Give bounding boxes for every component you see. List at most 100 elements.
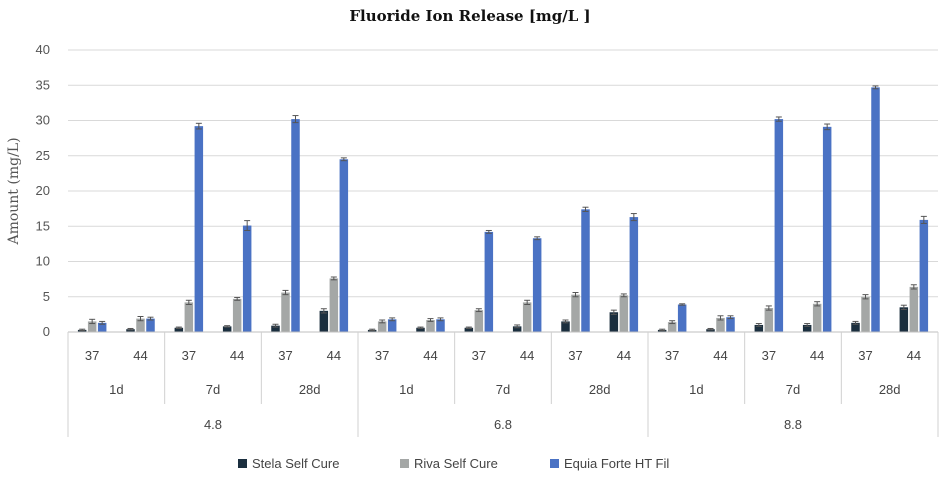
bar [726, 317, 735, 332]
gridlines [68, 49, 938, 333]
bar [194, 126, 204, 332]
temperature-label: 44 [907, 348, 921, 363]
bar [464, 327, 474, 332]
temperature-label: 44 [713, 348, 727, 363]
y-tick-label: 15 [36, 218, 50, 233]
bar [619, 295, 629, 332]
y-tick-label: 30 [36, 113, 50, 128]
ph-label: 4.8 [204, 417, 222, 432]
temperature-label: 37 [568, 348, 582, 363]
temperature-label: 44 [423, 348, 437, 363]
bar [377, 321, 387, 332]
legend-swatch [400, 459, 409, 468]
bar [271, 325, 280, 332]
bar [871, 87, 880, 333]
bar [146, 318, 155, 332]
legend-swatch [550, 459, 559, 468]
bar [512, 326, 522, 332]
temperature-label: 37 [85, 348, 99, 363]
y-tick-label: 35 [36, 77, 50, 92]
temperature-label: 44 [810, 348, 824, 363]
temperature-label: 44 [327, 348, 341, 363]
bar [136, 318, 145, 332]
bar [319, 310, 329, 332]
bar [281, 292, 290, 332]
bar [899, 307, 909, 332]
temperature-label: 44 [617, 348, 631, 363]
temperature-label: 37 [665, 348, 679, 363]
y-tick-label: 0 [43, 324, 50, 339]
time-label: 1d [689, 382, 703, 397]
bar [581, 209, 590, 332]
bar [812, 303, 822, 332]
bar [802, 324, 812, 332]
error-bars [79, 85, 927, 332]
ph-label: 8.8 [784, 417, 802, 432]
bar [861, 296, 870, 332]
bar [609, 312, 619, 332]
bar [629, 217, 639, 332]
bar [822, 126, 832, 332]
bar [532, 238, 542, 332]
temperature-label: 44 [133, 348, 147, 363]
bar [919, 219, 929, 332]
bar [174, 327, 184, 332]
time-label: 28d [589, 382, 611, 397]
time-label: 28d [879, 382, 901, 397]
temperature-label: 37 [472, 348, 486, 363]
bar [484, 231, 494, 332]
legend-label: Equia Forte HT Fil [564, 456, 669, 471]
bar [387, 319, 397, 332]
chart-title: Fluoride Ion Release [mg/L ] [349, 7, 590, 25]
y-tick-label: 10 [36, 254, 50, 269]
legend-label: Stela Self Cure [252, 456, 339, 471]
bar [774, 119, 784, 332]
bar [522, 302, 532, 332]
legend-label: Riva Self Cure [414, 456, 498, 471]
time-label: 7d [496, 382, 510, 397]
bar [667, 322, 677, 332]
bar [426, 320, 435, 332]
bar [242, 225, 252, 332]
x-axis-categories: 37 44 37 44 37 44 37 44 37 44 37 44 37 44 37 44 37 44 1d 7d… [67, 331, 939, 437]
temperature-label: 44 [230, 348, 244, 363]
temperature-label: 44 [520, 348, 534, 363]
y-tick-label: 40 [36, 42, 50, 57]
bar [571, 294, 580, 332]
bar [97, 322, 107, 332]
ph-label: 6.8 [494, 417, 512, 432]
temperature-label: 37 [182, 348, 196, 363]
y-tick-label: 25 [36, 148, 50, 163]
time-label: 1d [399, 382, 413, 397]
bar [232, 298, 242, 332]
bar [909, 286, 919, 332]
bar [339, 159, 349, 332]
legend: Stela Self Cure Riva Self Cure Equia Forte… [238, 456, 669, 471]
temperature-label: 37 [762, 348, 776, 363]
time-label: 7d [786, 382, 800, 397]
temperature-label: 37 [858, 348, 872, 363]
temperature-label: 37 [375, 348, 389, 363]
y-axis-label: Amount (mg/L) [6, 137, 22, 245]
bar-series [77, 87, 929, 333]
y-tick-label: 5 [43, 289, 50, 304]
bar [329, 278, 339, 332]
legend-swatch [238, 459, 247, 468]
bar [706, 329, 715, 332]
bar [126, 329, 135, 332]
time-label: 1d [109, 382, 123, 397]
bar [677, 304, 687, 332]
bar [436, 319, 445, 332]
bar [851, 322, 860, 332]
bar [416, 327, 425, 332]
bar [561, 321, 570, 332]
y-tick-label: 20 [36, 183, 50, 198]
y-axis-ticks: 0 5 10 15 20 25 30 35 40 [36, 42, 50, 339]
bar [291, 119, 300, 332]
bar [764, 308, 774, 332]
bar [474, 310, 484, 332]
time-label: 28d [299, 382, 321, 397]
temperature-label: 37 [278, 348, 292, 363]
time-label: 7d [206, 382, 220, 397]
